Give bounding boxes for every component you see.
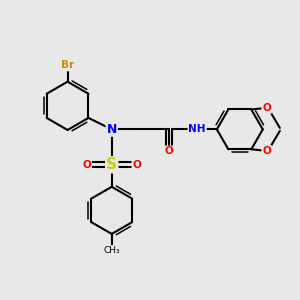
Text: CH₃: CH₃ (103, 246, 120, 255)
Text: O: O (262, 103, 271, 113)
Text: O: O (82, 160, 91, 170)
Text: S: S (106, 157, 117, 172)
Text: O: O (132, 160, 141, 170)
Text: N: N (106, 123, 117, 136)
Text: Br: Br (61, 61, 74, 70)
Text: O: O (262, 146, 271, 156)
Text: O: O (165, 146, 173, 157)
Text: NH: NH (188, 124, 206, 134)
